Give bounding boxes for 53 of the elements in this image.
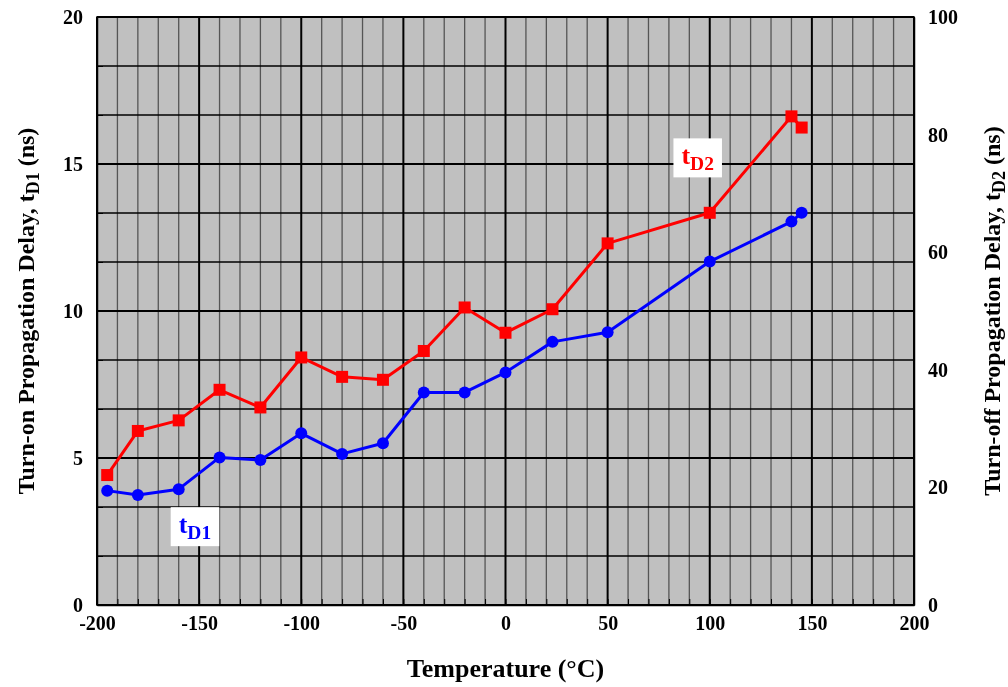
y2-tick-label: 80 <box>928 123 948 146</box>
point <box>417 386 430 399</box>
x-tick-label: -150 <box>181 612 218 634</box>
x-tick-label: 0 <box>501 612 511 634</box>
point <box>703 255 716 268</box>
point <box>336 447 349 460</box>
x-tick-label: 200 <box>899 612 930 634</box>
point <box>785 110 798 123</box>
x-tick-label: -50 <box>390 612 418 634</box>
point <box>172 483 185 496</box>
x-tick-label: -100 <box>283 612 321 634</box>
y-tick-label: 5 <box>73 446 83 469</box>
x-axis-title: Temperature (°C) <box>406 654 605 683</box>
point <box>376 437 389 450</box>
point <box>601 326 614 339</box>
point <box>213 383 226 396</box>
point <box>213 451 226 464</box>
point <box>458 301 471 314</box>
point <box>336 370 349 383</box>
point <box>458 386 471 399</box>
series-label: t$_{D2}$ <box>681 141 714 175</box>
y2-tick-label: 40 <box>928 358 948 381</box>
point <box>499 326 512 339</box>
point <box>601 237 614 250</box>
x-tick-label: 100 <box>695 612 726 634</box>
point <box>376 373 389 386</box>
point <box>499 366 512 379</box>
point <box>546 303 559 316</box>
y-tick-label: 10 <box>63 299 83 322</box>
x-tick-label: 50 <box>598 612 619 634</box>
point <box>254 454 267 467</box>
point <box>131 424 144 437</box>
y2-tick-label: 20 <box>928 476 948 499</box>
point <box>101 469 114 482</box>
point <box>546 335 559 348</box>
point <box>785 215 798 228</box>
point <box>417 344 430 357</box>
point <box>703 206 716 219</box>
point <box>172 414 185 427</box>
point <box>101 484 114 497</box>
y2-tick-label: 0 <box>928 593 938 616</box>
series-label: t$_{D1}$ <box>178 510 212 544</box>
point <box>131 489 144 502</box>
y-tick-label: 15 <box>63 152 83 175</box>
point <box>295 427 308 440</box>
x-tick-label: 150 <box>797 612 828 634</box>
y2-tick-label: 100 <box>928 5 958 28</box>
point <box>795 121 808 134</box>
point <box>295 351 308 364</box>
y2-tick-label: 60 <box>928 241 948 264</box>
point <box>254 401 267 414</box>
point <box>795 206 808 219</box>
y-tick-label: 20 <box>63 5 83 28</box>
